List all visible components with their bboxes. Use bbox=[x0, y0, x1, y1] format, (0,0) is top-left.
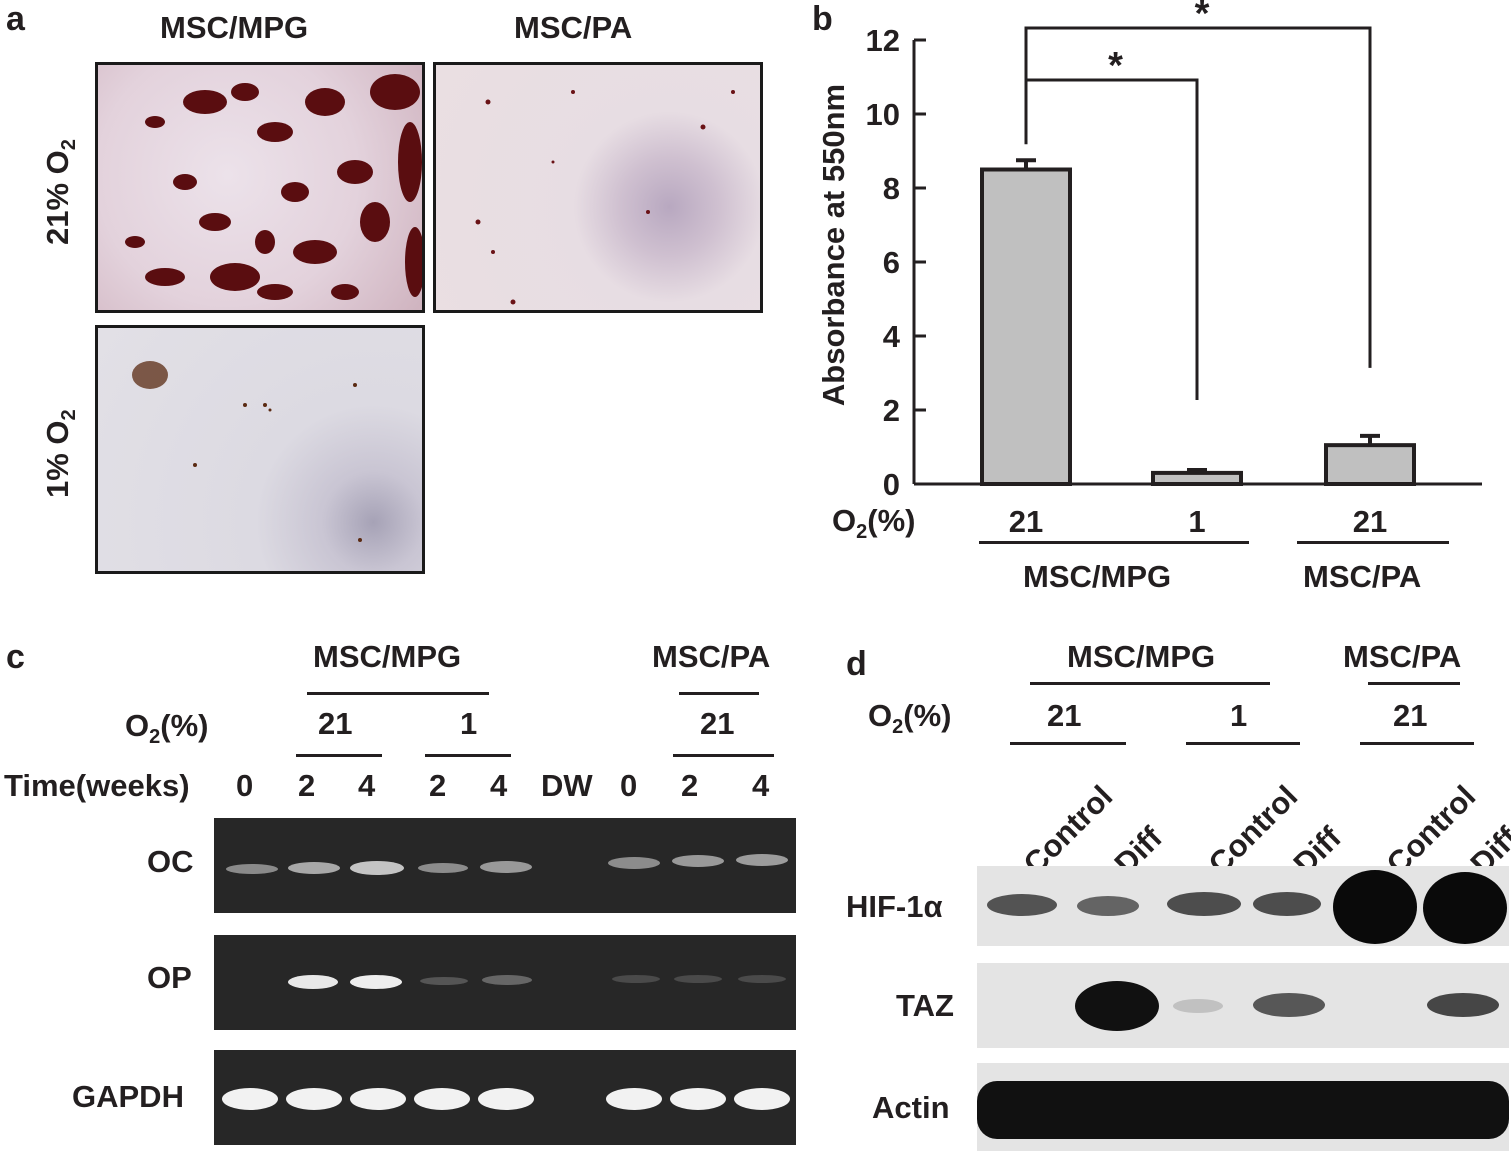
y-tick-label: 12 bbox=[866, 23, 900, 58]
group-underline-mpg bbox=[979, 541, 1249, 544]
significance-bracket bbox=[1026, 78, 1199, 400]
y-tick-label: 6 bbox=[883, 245, 900, 280]
y-axis-label: Absorbance at 550nm bbox=[816, 84, 851, 406]
group-underline-pa bbox=[1297, 541, 1449, 544]
panel-d-o2-21b: 21 bbox=[1393, 698, 1428, 733]
gel-op bbox=[214, 935, 796, 1030]
panel-b-letter: b bbox=[812, 0, 833, 38]
gel-gapdh bbox=[214, 1050, 796, 1145]
gene-label-op: OP bbox=[147, 960, 192, 995]
panel-b-group-pa: MSC/PA bbox=[1303, 559, 1422, 594]
significance-star: * bbox=[1108, 45, 1123, 87]
panel-d-group-pa: MSC/PA bbox=[1343, 639, 1462, 674]
stain-photo-mpg-21 bbox=[95, 62, 425, 313]
lane-label: 4 bbox=[752, 768, 770, 803]
panel-c-underline-mpg bbox=[307, 692, 489, 695]
panel-d-underline-1 bbox=[1186, 742, 1300, 745]
gene-label-oc: OC bbox=[147, 844, 194, 879]
y-tick-label: 10 bbox=[866, 97, 900, 132]
panel-c-o2-21b: 21 bbox=[700, 706, 735, 741]
lane-label: 0 bbox=[236, 768, 254, 803]
panel-d-underline-21a bbox=[1010, 742, 1126, 745]
lane-label: 2 bbox=[681, 768, 699, 803]
panel-a-letter: a bbox=[6, 0, 25, 38]
y-tick-label: 8 bbox=[883, 171, 900, 206]
panel-a-row-1: 1% O2 bbox=[40, 409, 81, 498]
gel-oc bbox=[214, 818, 796, 913]
blot-lane-label: Control bbox=[1016, 778, 1120, 882]
panel-c-o2-1: 1 bbox=[460, 706, 478, 741]
significance-star: * bbox=[1195, 0, 1210, 35]
x-category-label: 21 bbox=[1009, 504, 1043, 539]
panel-c-time-label: Time(weeks) bbox=[4, 768, 190, 803]
stain-photo-mpg-1 bbox=[95, 325, 425, 574]
panel-b-o2-label: O2(%) bbox=[832, 503, 916, 544]
panel-c-underline-pa bbox=[679, 692, 759, 695]
panel-c-underline-21a bbox=[296, 754, 382, 757]
bar bbox=[1324, 443, 1416, 486]
panel-d-group-mpg: MSC/MPG bbox=[1067, 639, 1216, 674]
protein-label-taz: TAZ bbox=[896, 988, 954, 1023]
gene-label-gapdh: GAPDH bbox=[72, 1079, 184, 1114]
protein-label-actin: Actin bbox=[872, 1090, 950, 1125]
bar-chart: 0 2 4 6 8 10 12 Absorbance at 550nm 21 1 21 * * bbox=[816, 0, 1482, 539]
blot-taz bbox=[977, 963, 1509, 1048]
panel-a-header-pa: MSC/PA bbox=[514, 10, 633, 45]
panel-c-o2-21a: 21 bbox=[318, 706, 353, 741]
panel-c-group-mpg: MSC/MPG bbox=[313, 639, 462, 674]
lane-label: 0 bbox=[620, 768, 638, 803]
y-tick-label: 4 bbox=[883, 319, 901, 354]
lane-label: 4 bbox=[490, 768, 508, 803]
stain-photo-pa-21 bbox=[433, 62, 763, 313]
blot-actin bbox=[977, 1063, 1509, 1151]
panel-a-row-21: 21% O2 bbox=[40, 139, 81, 245]
bar bbox=[980, 167, 1072, 486]
panel-d-underline-21b bbox=[1360, 742, 1474, 745]
panel-d-underline-pa bbox=[1368, 682, 1460, 685]
lane-label: 4 bbox=[358, 768, 376, 803]
lane-label: 2 bbox=[429, 768, 447, 803]
lane-label: 2 bbox=[298, 768, 316, 803]
blot-lane-label: Control bbox=[1379, 778, 1483, 882]
blot-hif1a bbox=[977, 866, 1509, 946]
panel-d-letter: d bbox=[846, 645, 867, 683]
protein-label-hif: HIF-1α bbox=[846, 889, 943, 924]
panel-d-underline-mpg bbox=[1030, 682, 1270, 685]
panel-c-letter: c bbox=[6, 638, 25, 676]
significance-bracket bbox=[1024, 26, 1372, 368]
y-tick-label: 2 bbox=[883, 393, 900, 428]
panel-c-o2-label: O2(%) bbox=[125, 708, 209, 749]
panel-c-underline-1 bbox=[425, 754, 511, 757]
blot-lane-label: Control bbox=[1201, 778, 1305, 882]
panel-d-o2-label: O2(%) bbox=[868, 698, 952, 739]
panel-d-o2-1: 1 bbox=[1230, 698, 1248, 733]
panel-a-header-mpg: MSC/MPG bbox=[160, 10, 309, 45]
x-category-label: 1 bbox=[1188, 504, 1205, 539]
panel-c-group-pa: MSC/PA bbox=[652, 639, 771, 674]
panel-b-group-mpg: MSC/MPG bbox=[1023, 559, 1172, 594]
x-category-label: 21 bbox=[1353, 504, 1387, 539]
panel-c-underline-21b bbox=[673, 754, 774, 757]
bar bbox=[1151, 470, 1243, 486]
panel-d-o2-21a: 21 bbox=[1047, 698, 1082, 733]
lane-label: DW bbox=[541, 768, 593, 803]
y-tick-label: 0 bbox=[883, 467, 900, 502]
